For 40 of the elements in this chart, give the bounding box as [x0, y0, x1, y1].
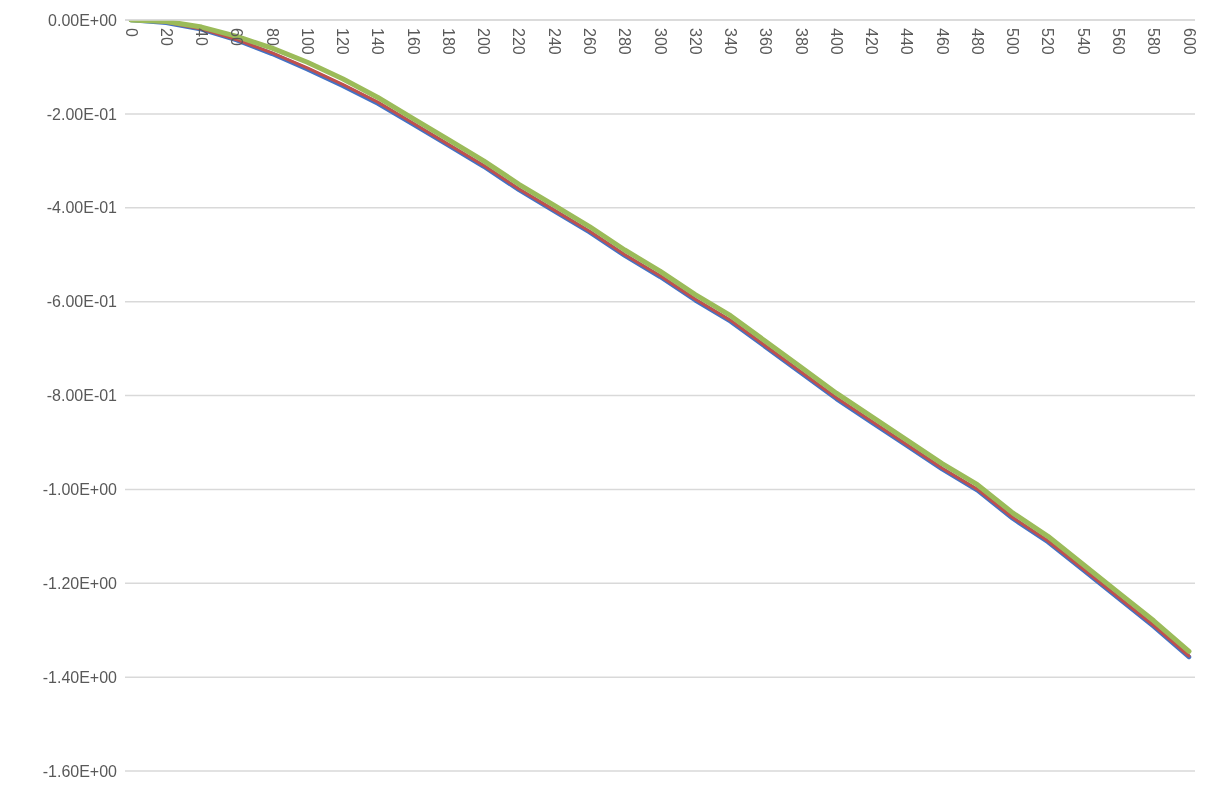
x-tick-label: 0 — [122, 28, 140, 37]
x-tick-label: 420 — [863, 28, 881, 55]
x-tick-label: 140 — [369, 28, 387, 55]
x-tick-label: 220 — [510, 28, 528, 55]
x-tick-label: 360 — [757, 28, 775, 55]
x-tick-label: 560 — [1109, 28, 1127, 55]
x-tick-label: 180 — [439, 28, 457, 55]
y-tick-label: -6.00E-01 — [46, 293, 118, 311]
x-tick-label: 520 — [1039, 28, 1057, 55]
x-tick-label: 120 — [334, 28, 352, 55]
x-tick-label: 460 — [933, 28, 951, 55]
x-tick-label: 500 — [1004, 28, 1022, 55]
y-tick-label: -1.00E+00 — [42, 481, 118, 499]
y-tick-label: -4.00E-01 — [46, 199, 118, 217]
x-tick-label: 160 — [404, 28, 422, 55]
y-tick-label: -1.60E+00 — [42, 762, 118, 780]
x-tick-label: 320 — [686, 28, 704, 55]
x-tick-label: 260 — [580, 28, 598, 55]
x-tick-label: 540 — [1074, 28, 1092, 55]
y-tick-label: 0.00E+00 — [48, 11, 118, 29]
x-tick-label: 580 — [1145, 28, 1163, 55]
x-tick-label: 480 — [968, 28, 986, 55]
x-tick-label: 280 — [616, 28, 634, 55]
x-tick-label: 600 — [1180, 28, 1198, 55]
y-tick-label: -1.40E+00 — [42, 668, 118, 686]
x-tick-label: 300 — [651, 28, 669, 55]
y-tick-label: -1.20E+00 — [42, 574, 118, 592]
x-tick-label: 60 — [228, 28, 246, 46]
x-tick-label: 400 — [827, 28, 845, 55]
x-tick-label: 380 — [792, 28, 810, 55]
x-tick-label: 80 — [263, 28, 281, 46]
x-tick-label: 100 — [298, 28, 316, 55]
y-tick-label: -2.00E-01 — [46, 105, 118, 123]
x-tick-label: 340 — [722, 28, 740, 55]
y-tick-label: -8.00E-01 — [46, 387, 118, 405]
x-tick-label: 40 — [193, 28, 211, 46]
x-tick-label: 240 — [545, 28, 563, 55]
x-tick-label: 200 — [475, 28, 493, 55]
x-tick-label: 20 — [157, 28, 175, 46]
x-tick-label: 440 — [898, 28, 916, 55]
